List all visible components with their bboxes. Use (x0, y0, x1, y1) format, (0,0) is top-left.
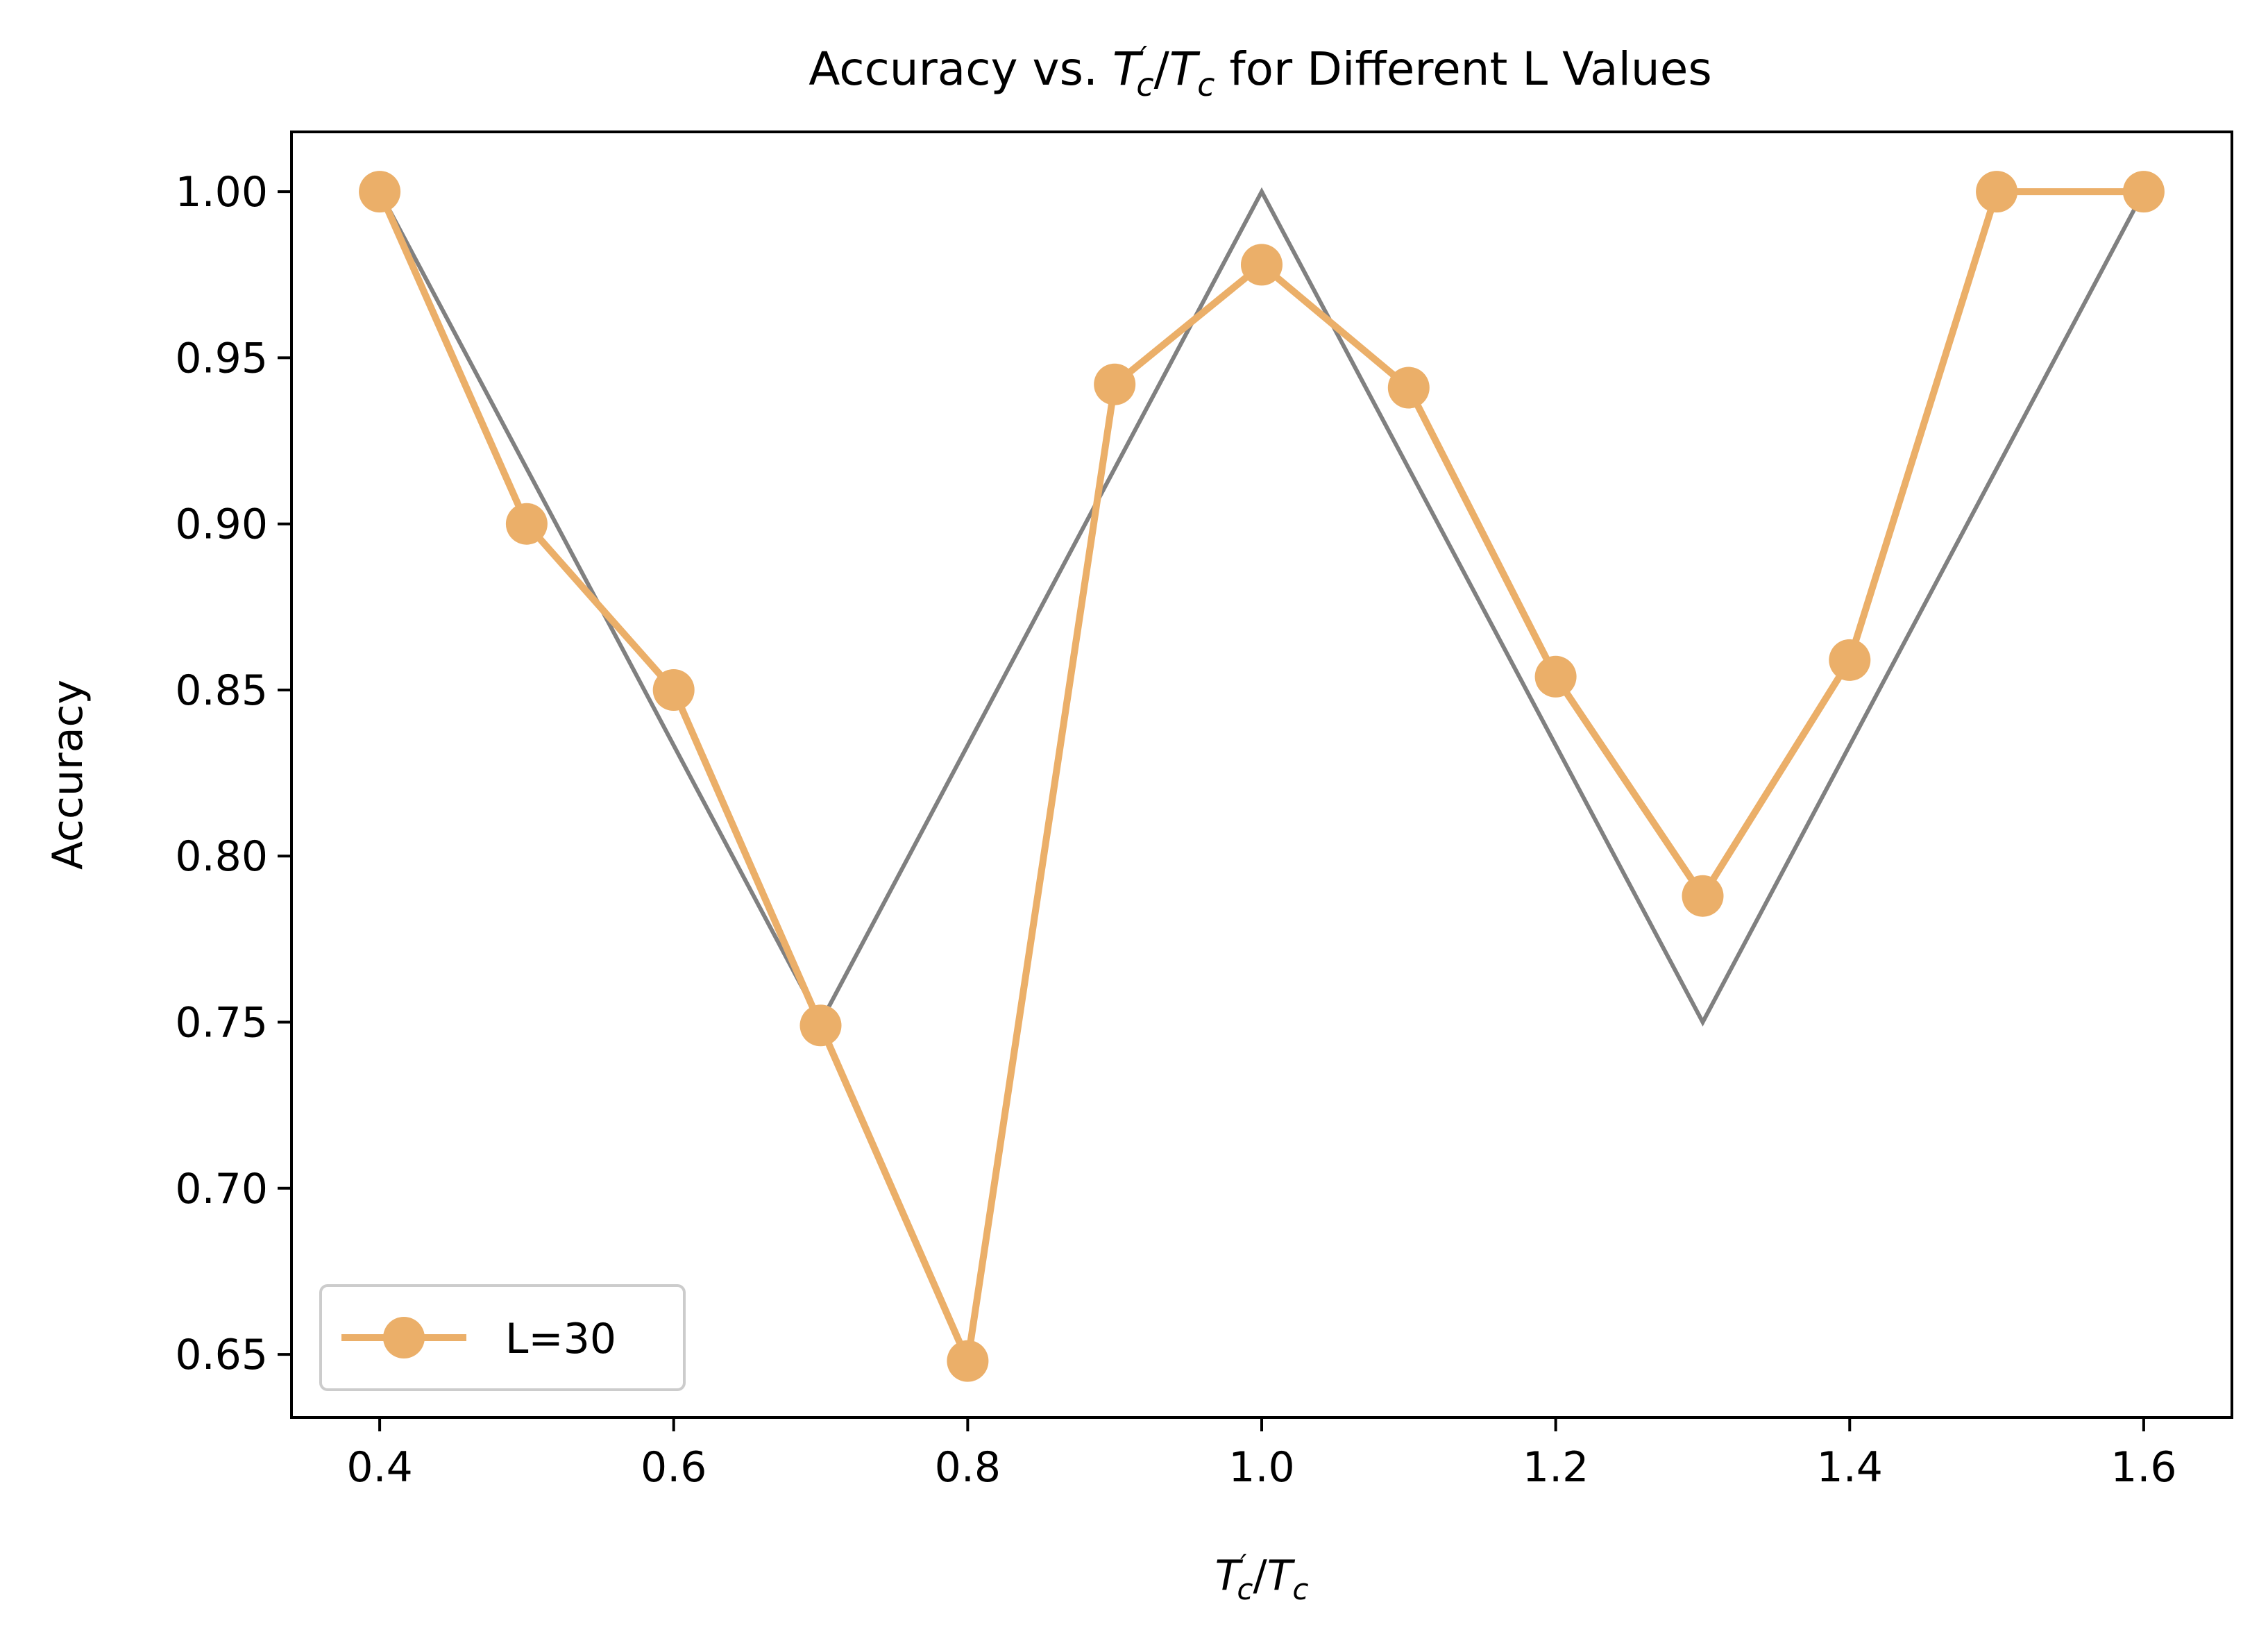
y-tick-label: 0.85 (175, 666, 268, 715)
x-tick-label: 0.8 (935, 1443, 1001, 1492)
x-tick-label: 0.4 (346, 1443, 412, 1492)
x-tick-label: 1.0 (1228, 1443, 1294, 1492)
y-axis-ticks: 0.65 0.70 0.75 0.80 0.85 0.90 0.95 1.00 (175, 168, 291, 1379)
data-point (1976, 171, 2018, 213)
y-tick-label: 0.75 (175, 999, 268, 1047)
y-tick-label: 0.70 (175, 1165, 268, 1213)
legend-frame (319, 1284, 686, 1391)
x-tick-label: 1.2 (1523, 1443, 1589, 1492)
data-point (1829, 639, 1871, 681)
x-axis-ticks: 0.4 0.6 0.8 1.0 1.2 1.4 1.6 (346, 1417, 2177, 1492)
data-point (505, 503, 548, 545)
data-point (799, 1004, 842, 1047)
x-axis-label: T′ c/Tc (1215, 1549, 1309, 1606)
series-layer (359, 171, 2165, 1382)
x-tick-label: 1.4 (1817, 1443, 1883, 1492)
data-point (1094, 363, 1136, 405)
y-tick-label: 1.00 (175, 168, 268, 217)
y-tick-label: 0.80 (175, 832, 268, 881)
legend-marker (383, 1317, 425, 1358)
chart-title-prefix: Accuracy vs. (809, 42, 1112, 96)
legend: L=30 (319, 1284, 686, 1391)
y-tick-label: 0.95 (175, 334, 268, 382)
x-tick-label: 0.6 (641, 1443, 706, 1492)
reference-line (378, 187, 2146, 1027)
y-tick-label: 0.90 (175, 500, 268, 549)
data-point (1682, 875, 1724, 917)
chart-title: Accuracy vs. T′ c/Tc for Different L Valu… (809, 40, 1712, 103)
data-point (652, 669, 695, 711)
chart-title-suffix: for Different L Values (1215, 42, 1711, 96)
data-point (359, 171, 401, 213)
legend-label: L=30 (505, 1315, 616, 1363)
y-axis-label: Accuracy (44, 680, 92, 870)
x-tick-label: 1.6 (2110, 1443, 2176, 1492)
data-point (947, 1340, 989, 1382)
data-point (1534, 655, 1577, 698)
y-tick-label: 0.65 (175, 1331, 268, 1379)
data-point (2122, 171, 2165, 213)
data-point (1387, 367, 1430, 409)
data-point (1241, 244, 1283, 286)
